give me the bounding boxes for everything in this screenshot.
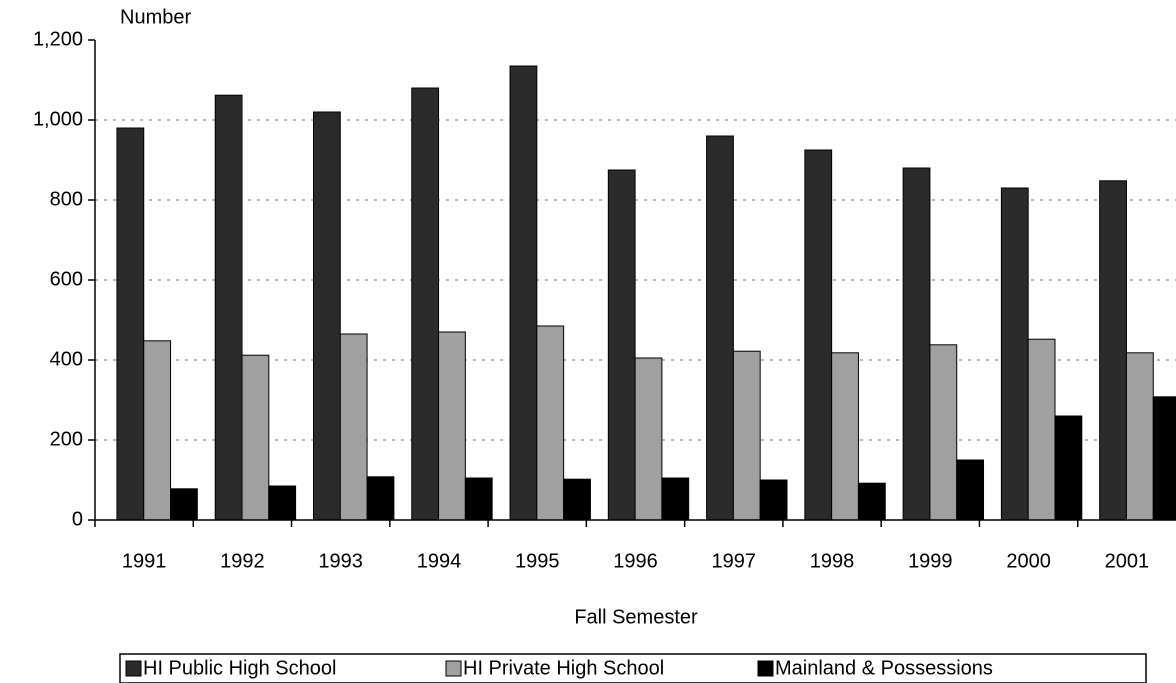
bar xyxy=(170,488,198,521)
bar xyxy=(1054,415,1083,521)
x-tick-label: 1996 xyxy=(613,550,658,572)
bar xyxy=(857,482,886,521)
bar xyxy=(241,354,270,521)
bar xyxy=(804,149,833,521)
bar xyxy=(661,477,690,521)
bar xyxy=(143,340,172,521)
bar xyxy=(1027,338,1056,521)
y-tick-label: 600 xyxy=(50,268,83,290)
bar xyxy=(509,65,538,521)
bar xyxy=(956,459,985,521)
legend-label: HI Public High School xyxy=(143,657,336,679)
bar xyxy=(536,325,565,521)
bar xyxy=(1125,352,1154,521)
y-tick-label: 1,000 xyxy=(33,108,83,130)
bar xyxy=(759,479,788,521)
legend-swatch xyxy=(125,660,142,677)
bar xyxy=(268,485,297,521)
bar xyxy=(902,167,931,521)
bar xyxy=(438,331,466,521)
x-tick-label: 2000 xyxy=(1006,550,1051,572)
legend-label: HI Private High School xyxy=(463,657,664,679)
x-tick-label: 1992 xyxy=(220,550,265,572)
bar xyxy=(339,333,368,521)
x-tick-label: 1997 xyxy=(712,550,757,572)
y-axis-label: Number xyxy=(120,6,191,28)
bar xyxy=(607,169,636,521)
x-tick-label: 2001 xyxy=(1105,550,1150,572)
bar xyxy=(312,111,341,521)
bar xyxy=(366,476,395,521)
legend-swatch xyxy=(445,660,462,677)
y-tick-label: 400 xyxy=(50,348,83,370)
bar xyxy=(116,127,145,521)
bar xyxy=(563,478,591,521)
x-tick-label: 1991 xyxy=(122,550,167,572)
y-tick-label: 1,200 xyxy=(33,28,83,50)
x-tick-label: 1994 xyxy=(417,550,462,572)
x-tick-label: 1993 xyxy=(318,550,363,572)
legend-swatch xyxy=(757,660,774,677)
legend-box xyxy=(119,653,1147,683)
bar xyxy=(929,344,958,521)
bar xyxy=(411,87,440,521)
y-tick-label: 200 xyxy=(50,428,83,450)
bar xyxy=(831,352,859,521)
bar xyxy=(706,135,734,521)
x-axis-label: Fall Semester xyxy=(574,606,698,628)
x-tick-label: 1999 xyxy=(908,550,953,572)
bar xyxy=(1000,187,1029,521)
bar xyxy=(634,357,663,521)
bar xyxy=(464,477,493,521)
legend-label: Mainland & Possessions xyxy=(775,657,993,679)
bar xyxy=(1099,180,1127,521)
bar xyxy=(1152,396,1176,521)
x-tick-label: 1995 xyxy=(515,550,560,572)
y-tick-label: 800 xyxy=(50,188,83,210)
x-tick-label: 1998 xyxy=(810,550,855,572)
y-tick-label: 0 xyxy=(72,508,83,530)
bar xyxy=(732,350,761,521)
bar xyxy=(214,94,243,521)
